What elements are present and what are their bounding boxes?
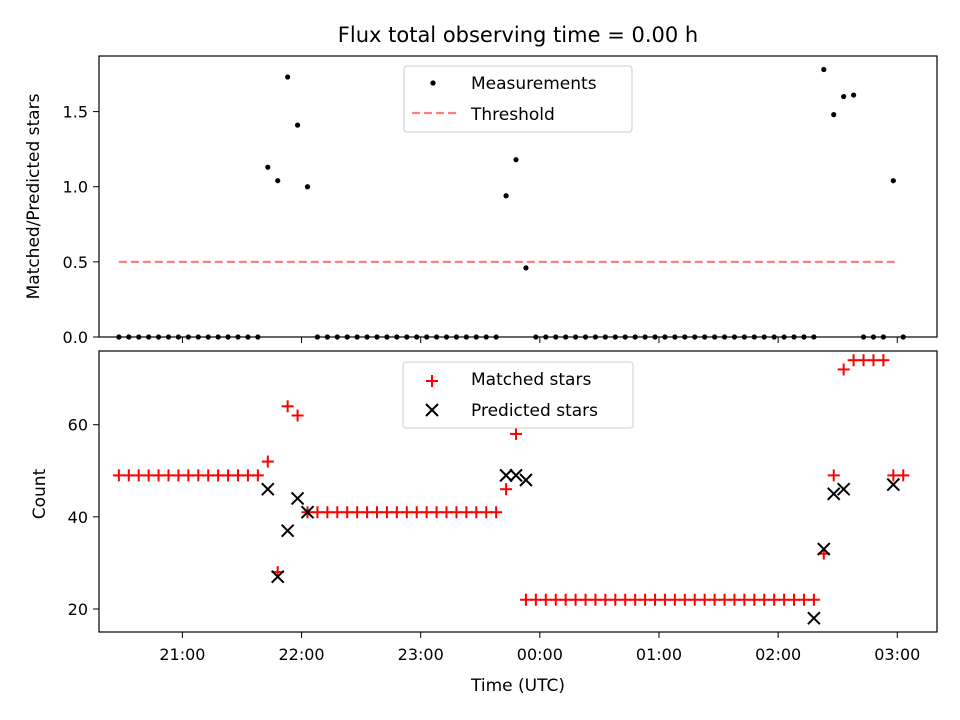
matched-star-point bbox=[510, 427, 523, 440]
measurement-point bbox=[850, 92, 857, 98]
x-tick-label: 02:00 bbox=[755, 645, 801, 664]
top-y-tick-label: 0.0 bbox=[63, 328, 88, 347]
x-tick-label: 03:00 bbox=[874, 645, 920, 664]
top-panel: 0.0 0.5 1.0 1.5 Matched/Predicted stars Mea… bbox=[24, 55, 938, 347]
top-y-tick-label: 0.5 bbox=[63, 253, 88, 272]
predicted-star-point bbox=[836, 482, 851, 496]
matched-star-point bbox=[897, 469, 910, 482]
bottom-y-tick-label: 60 bbox=[68, 416, 88, 435]
matched-star-point bbox=[490, 506, 503, 519]
bottom-y-tick-label: 20 bbox=[68, 600, 88, 619]
measurement-point bbox=[831, 112, 837, 118]
predicted-star-point bbox=[817, 542, 831, 556]
predicted-star-point bbox=[290, 491, 305, 506]
predicted-star-point bbox=[261, 482, 275, 496]
x-tick-label: 23:00 bbox=[398, 645, 444, 664]
measurement-point bbox=[294, 122, 301, 128]
predicted-star-point bbox=[509, 468, 523, 483]
x-tick-label: 00:00 bbox=[517, 645, 563, 664]
measurements-legend-marker bbox=[430, 80, 436, 86]
predicted-star-point bbox=[827, 487, 841, 501]
x-axis-label: Time (UTC) bbox=[470, 676, 565, 696]
measurement-point bbox=[841, 93, 847, 100]
matched-star-point bbox=[807, 593, 820, 606]
matched-star-point bbox=[251, 469, 264, 482]
predicted-star-point bbox=[886, 477, 901, 492]
bottom-legend-box bbox=[402, 361, 634, 429]
x-tick-label: 21:00 bbox=[159, 645, 205, 664]
predicted-star-point bbox=[280, 523, 295, 538]
measurement-point bbox=[304, 184, 311, 190]
x-tick-label: 01:00 bbox=[636, 645, 682, 664]
measurement-point bbox=[523, 265, 529, 271]
threshold-legend-label: Threshold bbox=[470, 105, 555, 125]
bottom-y-tick-label: 40 bbox=[68, 508, 88, 527]
matched-star-point bbox=[261, 455, 274, 468]
top-y-tick-label: 1.5 bbox=[63, 103, 88, 122]
measurements-legend-label: Measurements bbox=[471, 74, 597, 94]
predicted-star-point bbox=[499, 468, 513, 483]
predicted-star-point bbox=[300, 505, 315, 519]
top-legend-box bbox=[403, 65, 633, 133]
bottom-plot-frame bbox=[98, 350, 938, 633]
measurement-point bbox=[890, 178, 896, 184]
predicted-star-point bbox=[271, 570, 285, 584]
matched-legend-marker bbox=[426, 375, 438, 387]
matched-star-point bbox=[281, 400, 294, 413]
top-y-axis-label: Matched/Predicted stars bbox=[24, 93, 44, 299]
predicted-legend-marker bbox=[425, 403, 439, 417]
matched-star-point bbox=[827, 469, 840, 482]
measurement-point bbox=[503, 193, 509, 199]
top-plot-frame bbox=[98, 55, 938, 338]
x-tick-label: 22:00 bbox=[278, 645, 324, 664]
matched-star-point bbox=[500, 483, 513, 496]
measurement-point bbox=[821, 66, 827, 73]
predicted-star-point bbox=[519, 473, 533, 487]
matched-legend-label: Matched stars bbox=[471, 370, 591, 390]
top-y-tick-label: 1.0 bbox=[63, 178, 88, 197]
matched-star-point bbox=[837, 363, 850, 376]
matched-star-point bbox=[291, 409, 304, 422]
matched-star-point bbox=[877, 354, 890, 367]
top-legend: Measurements Threshold bbox=[403, 65, 633, 133]
bottom-legend: Matched stars Predicted stars bbox=[402, 361, 634, 429]
measurement-point bbox=[265, 164, 271, 170]
measurement-point bbox=[285, 74, 291, 80]
chart-title: Flux total observing time = 0.00 h bbox=[338, 23, 698, 47]
measurement-point bbox=[513, 157, 519, 163]
predicted-legend-label: Predicted stars bbox=[471, 401, 598, 421]
predicted-star-point bbox=[807, 611, 821, 625]
bottom-panel: 20 40 60 21:00 22:00 23:00 00:00 01:00 02:00 03:… bbox=[30, 350, 938, 696]
bottom-y-axis-label: Count bbox=[30, 468, 50, 519]
measurement-point bbox=[275, 178, 281, 184]
